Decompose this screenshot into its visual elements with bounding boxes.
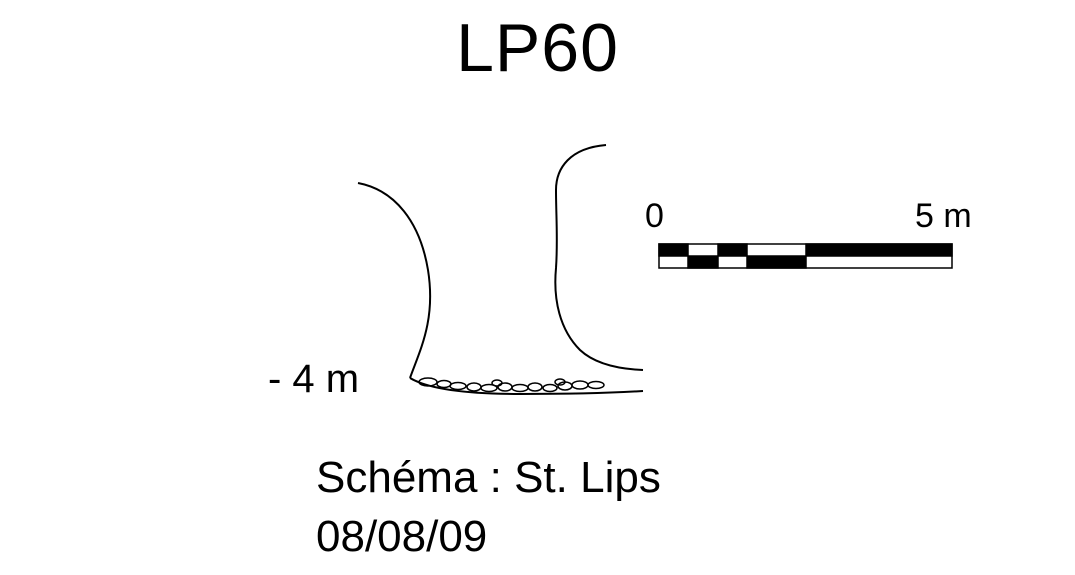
floor-line [409, 377, 644, 396]
survey-title: LP60 [456, 10, 619, 86]
right-wall-line [554, 144, 644, 371]
left-wall-line [357, 182, 432, 379]
scale-bar [658, 243, 953, 269]
scale-start-label: 0 [645, 197, 664, 235]
depth-label: - 4 m [268, 357, 360, 401]
author-credit: Schéma : St. Lips [316, 453, 661, 502]
floor-rubble [418, 377, 605, 393]
scale-end-label: 5 m [915, 197, 972, 235]
survey-date: 08/08/09 [316, 512, 488, 561]
